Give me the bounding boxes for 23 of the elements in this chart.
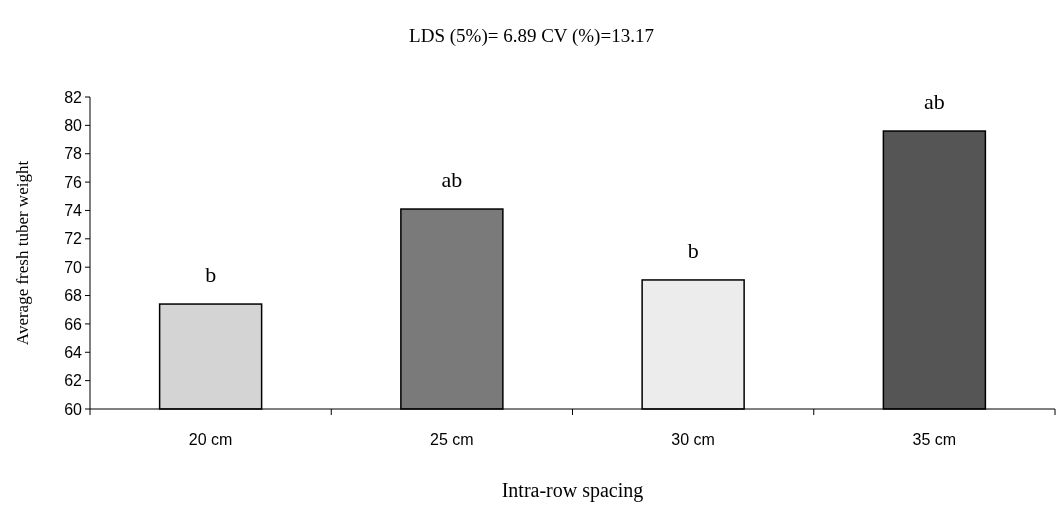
y-tick-label: 66 xyxy=(64,315,83,333)
x-axis-title: Intra-row spacing xyxy=(501,479,644,502)
data-label: b xyxy=(205,262,217,288)
y-tick-label: 74 xyxy=(64,202,83,220)
x-tick-label: 20 cm xyxy=(188,431,233,448)
y-tick-label: 70 xyxy=(64,258,83,276)
y-tick-label: 68 xyxy=(64,287,83,305)
y-tick-label: 64 xyxy=(64,343,83,361)
y-tick-label: 82 xyxy=(64,88,83,106)
x-tick-label: 35 cm xyxy=(912,431,957,448)
data-label: ab xyxy=(441,167,463,193)
y-tick-label: 72 xyxy=(64,230,83,248)
y-tick-label: 60 xyxy=(64,400,83,418)
x-tick-label: 25 cm xyxy=(430,431,474,448)
chart-title: LDS (5%)= 6.89 CV (%)=13.17 xyxy=(409,25,654,47)
data-label: ab xyxy=(923,89,945,115)
data-label: b xyxy=(687,237,699,263)
x-tick-label: 30 cm xyxy=(671,431,715,448)
y-tick-label: 76 xyxy=(64,173,83,191)
y-tick-label: 62 xyxy=(64,372,83,390)
y-tick-label: 80 xyxy=(64,116,83,134)
y-axis-title: Average fresh tuber weight xyxy=(13,160,32,346)
y-tick-label: 78 xyxy=(64,145,83,163)
